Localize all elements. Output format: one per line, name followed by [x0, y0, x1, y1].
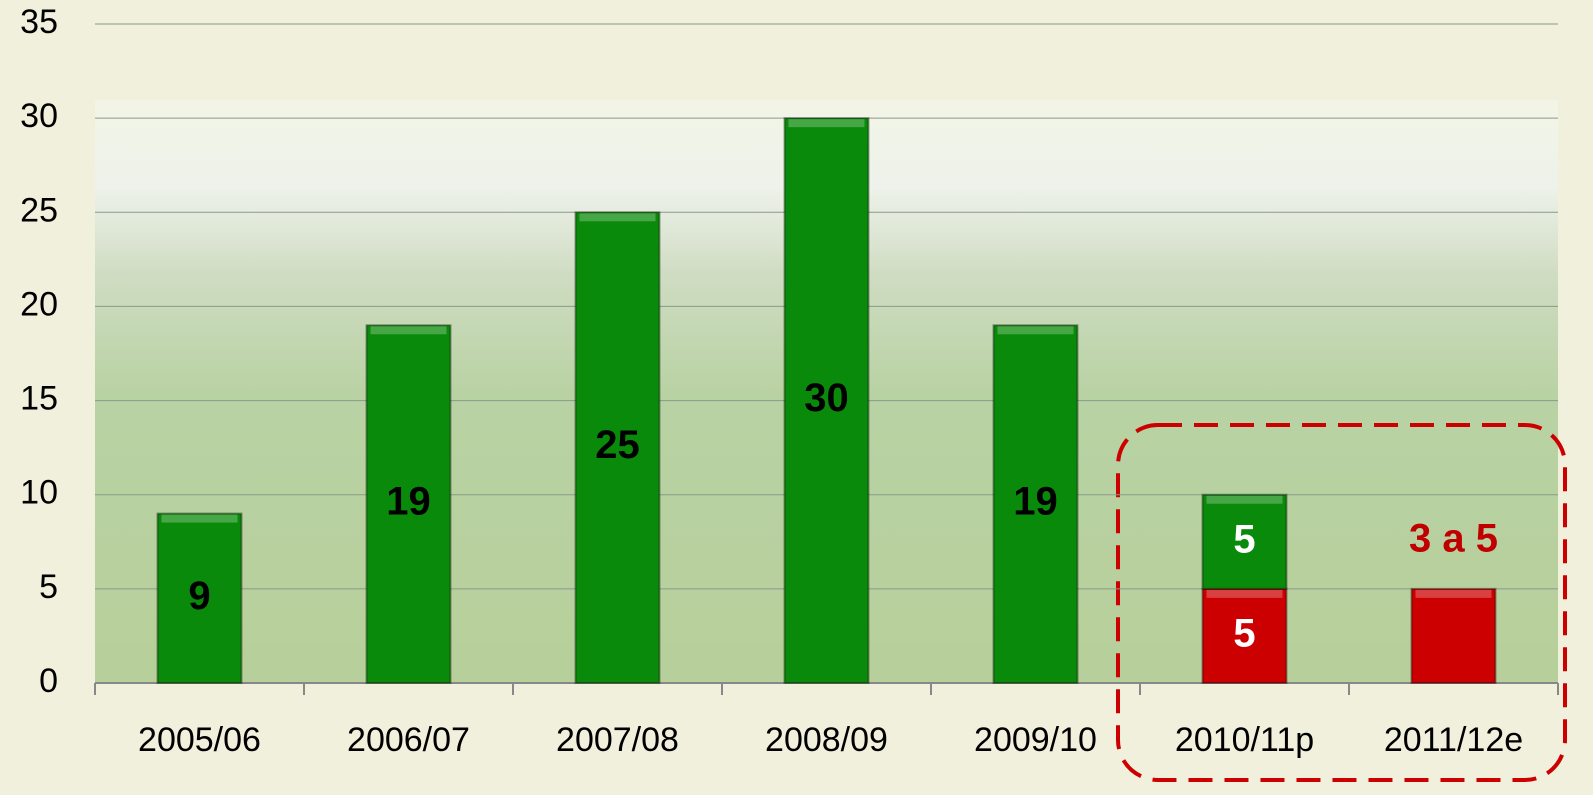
bar-highlight: [997, 326, 1074, 335]
y-tick-label: 35: [20, 3, 58, 41]
y-tick-label: 30: [20, 97, 58, 135]
x-tick-label: 2006/07: [347, 721, 470, 759]
y-tick-label: 5: [39, 568, 58, 606]
x-tick-label: 2010/11p: [1175, 721, 1314, 759]
x-tick-label: 2005/06: [138, 721, 261, 759]
bar: [783, 117, 870, 684]
annotation: 3 a 5: [1409, 516, 1498, 560]
highlight-box: [1116, 423, 1567, 782]
y-tick-label: 20: [20, 285, 58, 323]
bar-highlight: [370, 326, 447, 335]
value-label: 5: [1233, 517, 1255, 561]
bar: [992, 324, 1079, 684]
value-label: 30: [804, 376, 849, 420]
bar-highlight: [1206, 495, 1283, 504]
bar-highlight: [161, 514, 238, 523]
bar-highlight: [1206, 589, 1283, 598]
bar: [1410, 587, 1497, 684]
y-tick-label: 25: [20, 191, 58, 229]
bar: [1201, 587, 1288, 684]
y-tick-label: 0: [39, 662, 58, 700]
bar: [574, 211, 661, 685]
bar-highlight: [1415, 589, 1492, 598]
y-tick-label: 10: [20, 474, 58, 512]
x-tick-label: 2008/09: [765, 721, 888, 759]
bar-highlight: [579, 213, 656, 222]
value-label: 5: [1233, 611, 1255, 655]
value-label: 19: [386, 480, 431, 524]
bar: [1201, 493, 1288, 590]
value-label: 19: [1013, 480, 1058, 524]
x-tick-label: 2011/12e: [1384, 721, 1523, 759]
bar: [365, 324, 452, 684]
y-tick-label: 15: [20, 380, 58, 418]
value-label: 25: [595, 423, 640, 467]
bar: [156, 512, 243, 684]
bar-highlight: [788, 119, 865, 128]
x-tick-label: 2007/08: [556, 721, 679, 759]
value-label: 9: [188, 574, 210, 618]
x-tick-label: 2009/10: [974, 721, 1097, 759]
